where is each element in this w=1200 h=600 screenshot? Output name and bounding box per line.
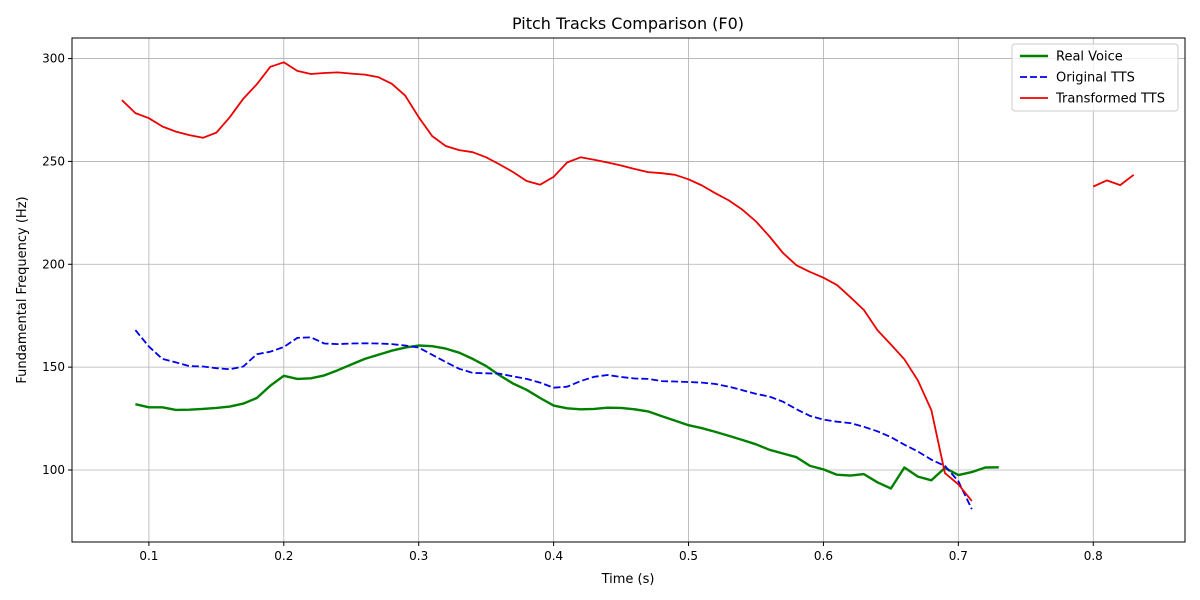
- data-series: [121, 61, 1135, 510]
- x-axis-ticks: 0.1 0.2 0.3 0.4 0.5 0.6 0.7 0.8: [139, 542, 1103, 563]
- grid-lines: [72, 38, 1185, 542]
- y-tick-label: 100: [42, 463, 65, 477]
- x-tick-label: 0.7: [949, 549, 968, 563]
- x-axis-label: Time (s): [601, 572, 655, 587]
- y-axis-ticks: 100 150 200 250 300: [42, 52, 72, 477]
- x-tick-label: 0.3: [409, 549, 428, 563]
- plot-frame: [71, 37, 1186, 543]
- legend-label-transformed-tts: Transformed TTS: [1055, 92, 1165, 107]
- y-tick-label: 300: [42, 52, 65, 66]
- x-tick-label: 0.4: [544, 549, 563, 563]
- legend-label-original-tts: Original TTS: [1056, 71, 1135, 86]
- transformed-tts-line: [121, 61, 973, 502]
- x-tick-label: 0.8: [1084, 549, 1103, 563]
- y-tick-label: 150: [42, 360, 65, 374]
- x-tick-label: 0.2: [274, 549, 293, 563]
- transformed-tts-line: [1092, 174, 1135, 188]
- x-tick-label: 0.5: [679, 549, 698, 563]
- legend-items: Real Voice Original TTS Transformed TTS: [1020, 50, 1165, 107]
- x-tick-label: 0.1: [139, 549, 158, 563]
- real-voice-line: [135, 344, 999, 490]
- original-tts-line: [134, 329, 973, 510]
- legend-box: [1011, 43, 1179, 112]
- chart-title: Pitch Tracks Comparison (F0): [512, 14, 744, 33]
- legend: Real Voice Original TTS Transformed TTS: [1011, 43, 1179, 112]
- y-tick-label: 250: [42, 154, 65, 168]
- x-tick-label: 0.6: [814, 549, 833, 563]
- y-axis-label: Fundamental Frequency (Hz): [15, 196, 30, 383]
- legend-label-real-voice: Real Voice: [1056, 50, 1123, 65]
- y-tick-label: 200: [42, 257, 65, 271]
